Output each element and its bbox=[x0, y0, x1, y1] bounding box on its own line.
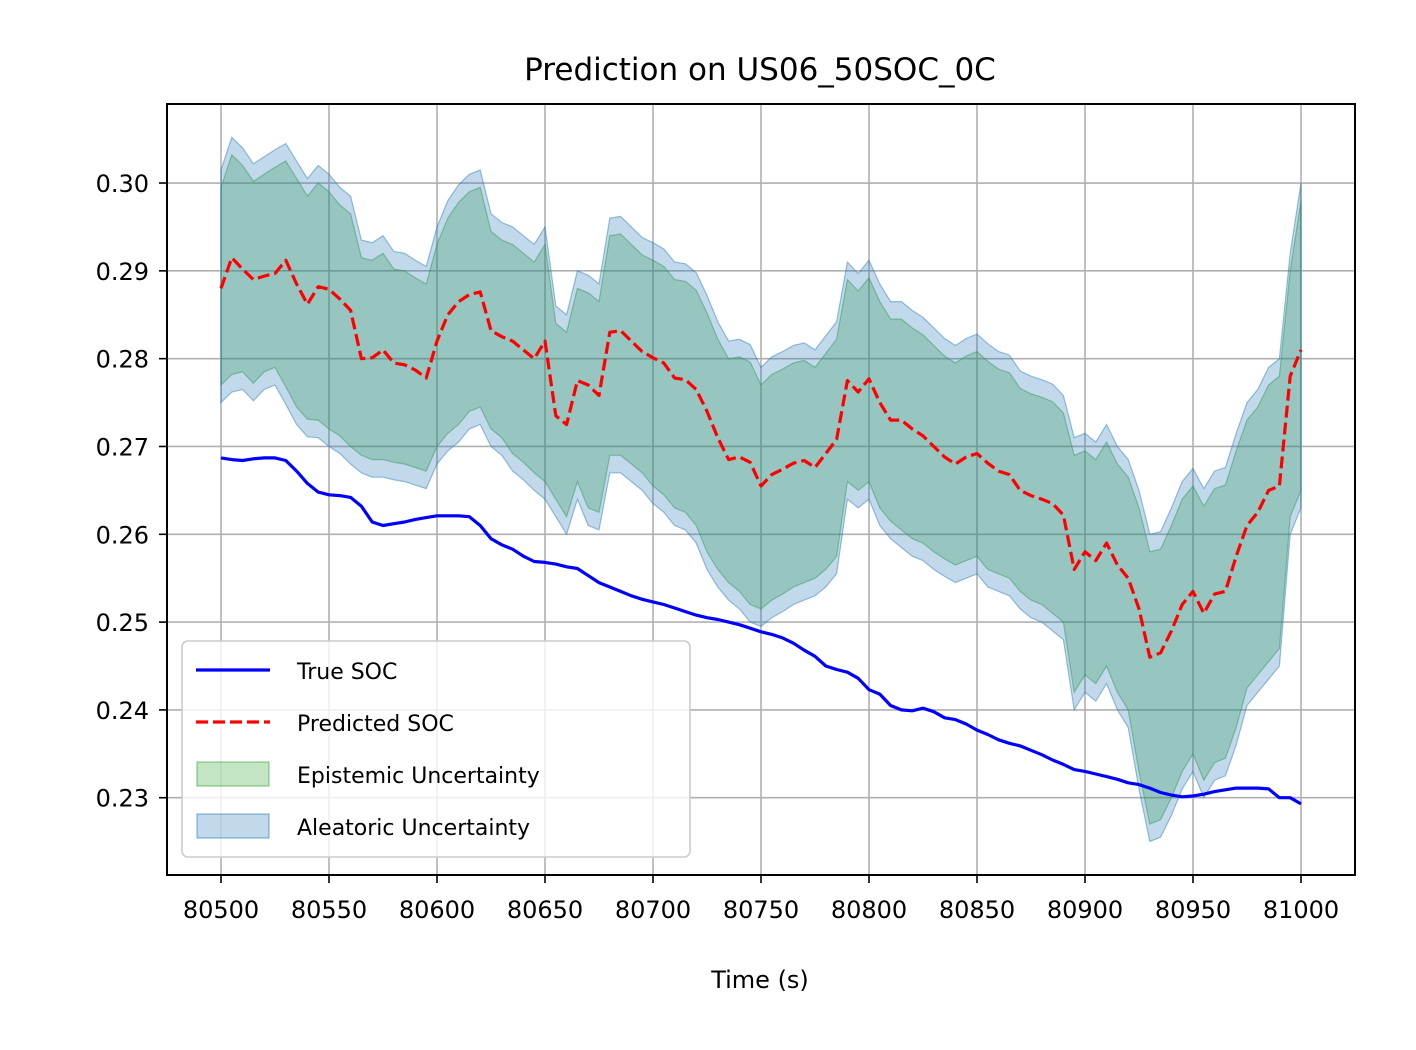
x-axis-ticks: 80500 80550 80600 80650 80700 80750 80800 80850… bbox=[183, 875, 1339, 924]
legend-label: Aleatoric Uncertainty bbox=[297, 816, 530, 841]
x-tick-label: 80600 bbox=[399, 896, 475, 924]
y-tick-label: 0.29 bbox=[96, 258, 149, 286]
x-tick-label: 80950 bbox=[1155, 896, 1231, 924]
legend-label: True SOC bbox=[296, 660, 397, 685]
true-soc-line bbox=[220, 456, 1302, 806]
y-tick-label: 0.30 bbox=[96, 170, 149, 198]
y-tick-label: 0.26 bbox=[96, 521, 149, 549]
y-tick-label: 0.27 bbox=[96, 433, 149, 461]
legend-swatch-epistemic-uncertainty bbox=[196, 761, 270, 787]
x-tick-label: 80800 bbox=[831, 896, 907, 924]
x-tick-label: 80900 bbox=[1047, 896, 1123, 924]
chart-title: Prediction on US06_50SOC_0C bbox=[524, 52, 996, 88]
x-tick-label: 80700 bbox=[615, 896, 691, 924]
x-tick-label: 80650 bbox=[507, 896, 583, 924]
y-axis-ticks: 0.23 0.24 0.25 0.26 0.27 0.28 0.29 0.30 bbox=[96, 170, 167, 813]
legend-box bbox=[181, 640, 691, 858]
x-tick-label: 80550 bbox=[291, 896, 367, 924]
series-lines bbox=[219, 256, 1303, 806]
predicted-soc-line bbox=[219, 256, 1303, 659]
x-tick-label: 80850 bbox=[939, 896, 1015, 924]
x-tick-label: 81000 bbox=[1263, 896, 1339, 924]
x-axis-label: Time (s) bbox=[710, 966, 809, 994]
epistemic-uncertainty-band bbox=[220, 153, 1302, 825]
y-tick-label: 0.23 bbox=[96, 785, 149, 813]
aleatoric-uncertainty-band bbox=[220, 136, 1302, 843]
legend-swatch-aleatoric-uncertainty bbox=[196, 813, 270, 839]
y-tick-label: 0.25 bbox=[96, 609, 149, 637]
legend: True SOC Predicted SOC Epistemic Uncertain… bbox=[181, 640, 691, 858]
y-tick-label: 0.28 bbox=[96, 346, 149, 374]
legend-label: Predicted SOC bbox=[297, 712, 454, 737]
x-tick-label: 80750 bbox=[723, 896, 799, 924]
y-tick-label: 0.24 bbox=[96, 697, 149, 725]
x-tick-label: 80500 bbox=[183, 896, 259, 924]
legend-label: Epistemic Uncertainty bbox=[297, 764, 540, 789]
uncertainty-bands bbox=[220, 136, 1302, 843]
